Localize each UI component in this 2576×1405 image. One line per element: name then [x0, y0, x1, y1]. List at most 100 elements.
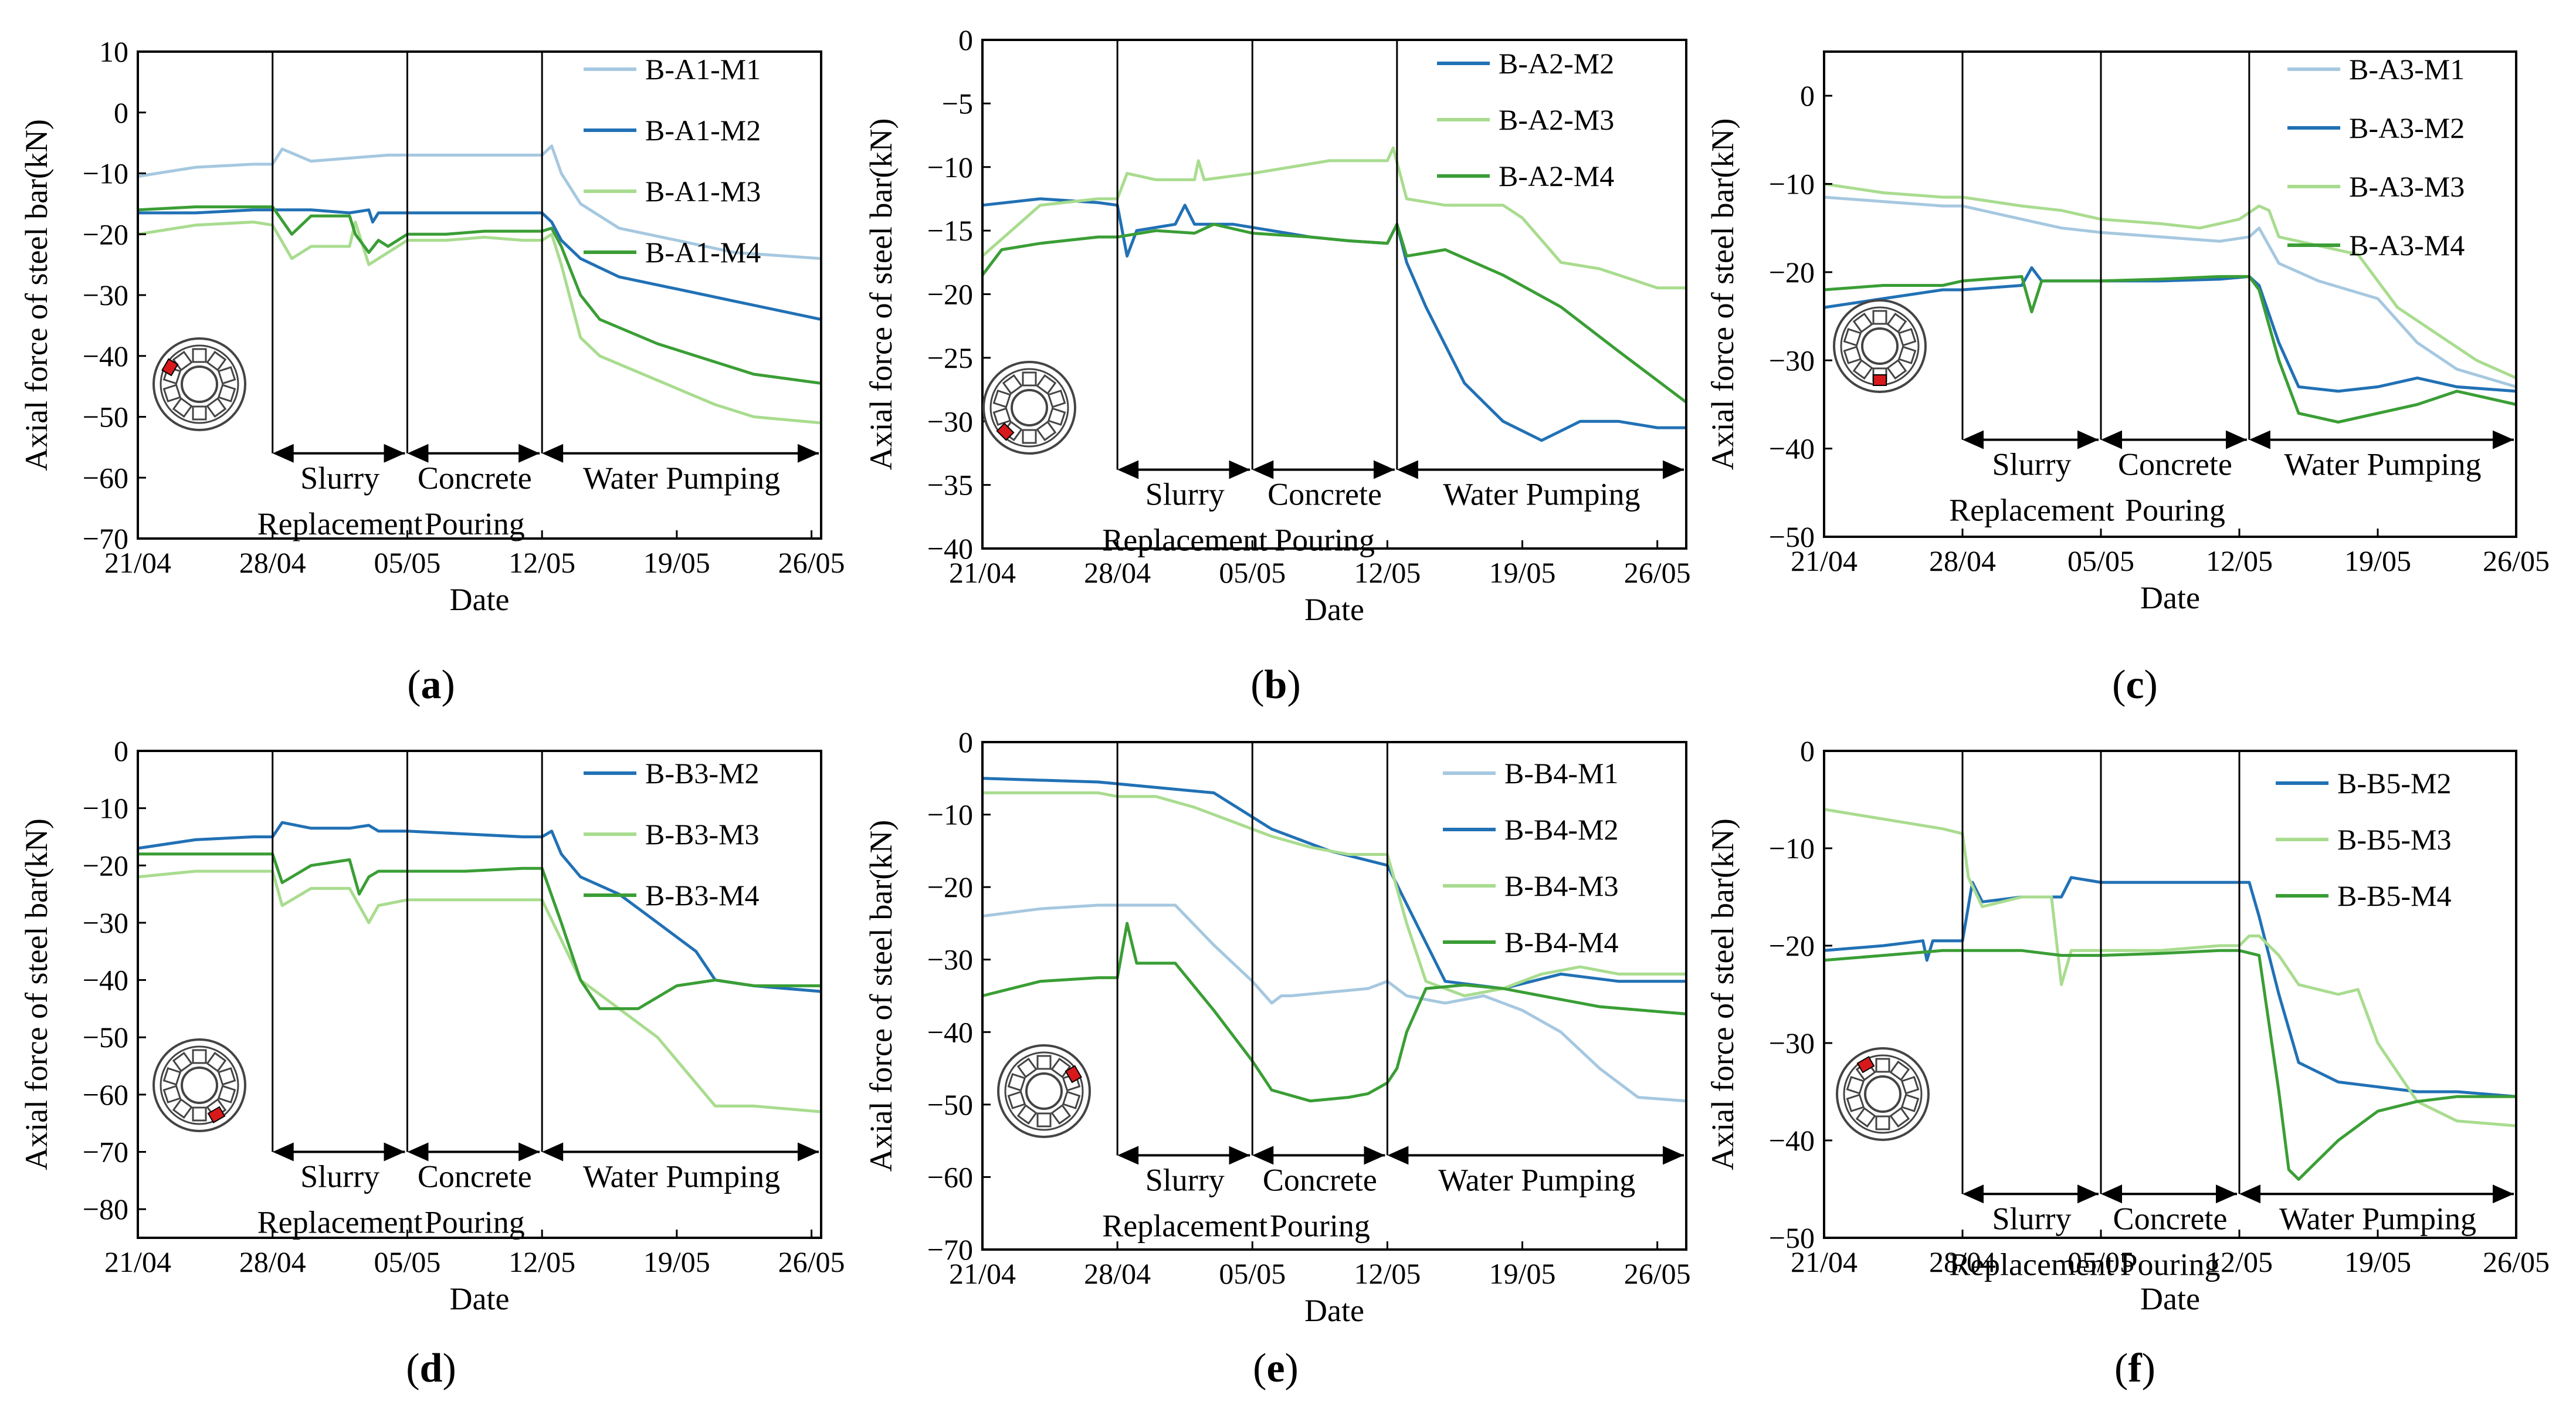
ring-core [181, 365, 218, 403]
caption-letter: b [1265, 662, 1287, 707]
legend-label: B-B5-M2 [2337, 767, 2451, 800]
legend-label: B-A1-M2 [645, 114, 761, 147]
y-tick-label: −25 [927, 341, 973, 374]
x-axis-title: Date [2140, 580, 2200, 615]
x-tick-label: 19/05 [1489, 556, 1556, 589]
phase-label: Replacement [1949, 493, 2114, 528]
phase-label: Pouring [425, 1205, 525, 1240]
y-axis-title: Axial force of steel bar(kN) [19, 818, 54, 1170]
measuring-point-marker [996, 422, 1015, 441]
y-tick-label: −20 [1769, 929, 1815, 962]
legend-label: B-A2-M4 [1499, 160, 1614, 192]
measuring-point-marker [1065, 1065, 1082, 1084]
series-line-B-A1-M4 [137, 205, 822, 385]
legend-label: B-A2-M3 [1499, 103, 1614, 136]
panel-caption: (a) [407, 662, 455, 707]
phase-label: Water Pumping [583, 461, 780, 496]
panel-caption: (c) [2112, 662, 2158, 707]
ring-cell [1047, 407, 1066, 426]
x-tick-label: 26/05 [1624, 1257, 1691, 1290]
cross-section-icon [152, 337, 246, 431]
y-axis-title: Axial force of steel bar(kN) [1705, 818, 1740, 1170]
ring-cell [1007, 1091, 1026, 1109]
y-tick-label: 0 [114, 734, 128, 767]
y-tick-label: −30 [83, 279, 128, 312]
phase-label: Slurry [1992, 1201, 2072, 1236]
y-tick-label: 0 [1800, 79, 1815, 112]
y-tick-label: −70 [83, 1136, 128, 1169]
plot-frame [1823, 750, 2517, 1239]
y-tick-label: −30 [927, 405, 973, 438]
x-tick-label: 12/05 [1354, 556, 1421, 589]
ring-inner [1004, 1051, 1084, 1131]
legend-label: B-B3-M4 [645, 879, 759, 912]
y-tick-label: 0 [958, 726, 973, 759]
ring-cell [1002, 374, 1023, 395]
phase-label: Water Pumping [2284, 447, 2481, 482]
legend-label: B-A1-M3 [645, 175, 761, 208]
x-tick-label: 12/05 [2206, 1245, 2273, 1278]
y-tick-label: −50 [83, 1021, 128, 1054]
y-tick-label: −40 [1769, 1124, 1815, 1157]
ring-cell [1016, 1057, 1038, 1078]
ring-cell [1843, 346, 1862, 364]
series-line-B-B4-M4 [982, 922, 1687, 1103]
legend-label: B-B4-M1 [1504, 757, 1618, 790]
ring-core [1864, 1075, 1902, 1113]
panel-caption: (e) [1253, 1346, 1299, 1391]
phase-label: Slurry [1145, 1162, 1225, 1197]
x-tick-label: 19/05 [643, 546, 710, 579]
ring-inner [160, 344, 239, 424]
cross-section-icon [997, 1044, 1091, 1138]
caption-letter: f [2128, 1346, 2142, 1391]
ring-cell [1843, 328, 1862, 347]
x-tick-label: 26/05 [1624, 556, 1691, 589]
y-tick-label: −50 [83, 401, 128, 434]
ring-cell [1889, 1107, 1910, 1128]
caption-paren: ) [1287, 662, 1300, 707]
phase-label: Water Pumping [1438, 1162, 1635, 1197]
phase-label: Pouring [2120, 1247, 2220, 1282]
ring-cell [217, 384, 236, 402]
phase-label: Replacement [1102, 523, 1267, 558]
x-tick-label: 05/05 [1219, 1257, 1286, 1290]
cross-section-icon [982, 361, 1076, 455]
ring-cell [172, 397, 193, 418]
series-line-B-B4-M1 [982, 903, 1687, 1103]
y-tick-label: −70 [83, 522, 128, 555]
panel-caption: (f) [2114, 1346, 2155, 1391]
ring-core [1861, 327, 1899, 365]
y-tick-label: −80 [83, 1193, 128, 1225]
series-line-B-A2-M3 [981, 146, 1686, 290]
y-axis-title: Axial force of steel bar(kN) [1705, 119, 1740, 470]
y-tick-label: −10 [1769, 832, 1815, 865]
x-tick-label: 28/04 [1084, 1257, 1151, 1290]
y-tick-label: −60 [83, 1078, 128, 1111]
ring-cell [162, 1067, 182, 1086]
phase-label: Concrete [1267, 477, 1382, 512]
y-tick-label: −30 [83, 906, 128, 939]
phase-label: Slurry [1145, 477, 1225, 512]
x-tick-label: 28/04 [239, 546, 306, 579]
legend-label: B-A3-M4 [2349, 229, 2465, 262]
y-tick-label: −60 [927, 1160, 973, 1193]
x-tick-label: 21/04 [1791, 1245, 1858, 1278]
y-tick-label: −20 [1769, 256, 1815, 289]
series-line-B-A3-M1 [1823, 195, 2517, 388]
phase-label: Pouring [2125, 493, 2225, 528]
y-tick-label: −40 [83, 964, 128, 997]
y-tick-label: −60 [83, 461, 128, 494]
x-tick-label: 21/04 [104, 546, 171, 579]
ring-cell [217, 366, 236, 385]
ring-cell [172, 1051, 193, 1072]
phase-label: Replacement [257, 506, 423, 541]
series-line-B-A3-M4 [1823, 275, 2517, 424]
panel-a: Slurry Replacement Concrete Pouring Water Pu… [19, 35, 845, 707]
y-tick-label: −20 [927, 278, 973, 311]
panel-d: Slurry Replacement Concrete Pouring Water Pu… [19, 734, 845, 1391]
ring-cell [1875, 1058, 1890, 1073]
phase-label: Replacement [1949, 1247, 2114, 1282]
